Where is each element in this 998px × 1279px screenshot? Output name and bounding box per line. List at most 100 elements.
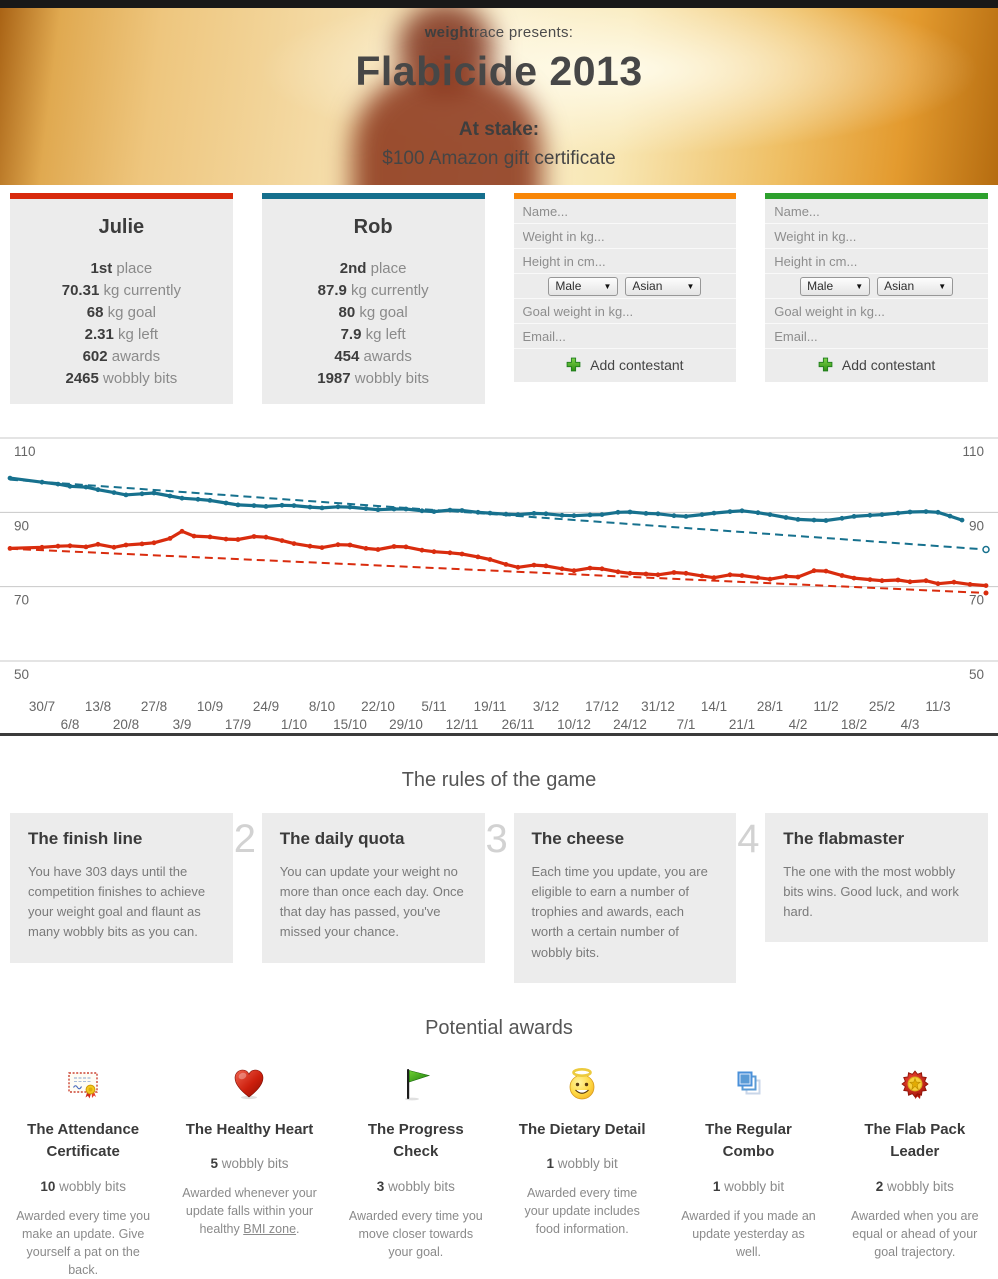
goal-weight-input[interactable] bbox=[765, 299, 988, 323]
accent-bar bbox=[513, 193, 737, 199]
award-regular-combo: The Regular Combo 1 wobbly bit Awarded i… bbox=[665, 1066, 831, 1279]
award-progress-check: The Progress Check 3 wobbly bits Awarded… bbox=[333, 1066, 499, 1279]
svg-text:11/3: 11/3 bbox=[925, 699, 950, 714]
goal-weight-input[interactable] bbox=[513, 299, 737, 323]
award-description: Awarded if you made an update yesterday … bbox=[681, 1208, 816, 1259]
svg-text:24/9: 24/9 bbox=[253, 699, 279, 714]
rule-finish-line: The finish line You have 303 days until … bbox=[10, 813, 233, 963]
add-contestant-button[interactable]: Add contestant bbox=[818, 357, 935, 373]
award-bits: 1 wobbly bit bbox=[712, 1178, 785, 1194]
svg-text:110: 110 bbox=[962, 444, 984, 459]
rule-text: You can update your weight no more than … bbox=[279, 864, 464, 940]
rule-text: Each time you update, you are eligible t… bbox=[531, 864, 708, 960]
award-bits: 1 wobbly bit bbox=[546, 1156, 618, 1172]
award-title: The Attendance Certificate bbox=[27, 1120, 140, 1161]
accent-bar bbox=[10, 193, 233, 199]
svg-text:70: 70 bbox=[969, 593, 984, 608]
email-input[interactable] bbox=[513, 324, 737, 348]
contestant-card-rob: Rob 2nd place 87.9 kg currently 80 kg go… bbox=[261, 193, 485, 404]
rules-section-title: The rules of the game bbox=[401, 769, 597, 791]
svg-text:26/11: 26/11 bbox=[502, 717, 535, 732]
gender-select[interactable]: Male ▼ bbox=[548, 276, 619, 296]
svg-text:19/11: 19/11 bbox=[474, 699, 507, 714]
svg-text:28/1: 28/1 bbox=[757, 699, 783, 714]
height-input[interactable] bbox=[765, 249, 988, 273]
rule-title: The finish line bbox=[28, 829, 143, 848]
svg-text:25/2: 25/2 bbox=[869, 699, 895, 714]
award-dietary-detail: The Dietary Detail 1 wobbly bit Awarded … bbox=[499, 1066, 665, 1279]
svg-text:10/9: 10/9 bbox=[197, 699, 223, 714]
award-flab-pack-leader: The Flab Pack Leader 2 wobbly bits Award… bbox=[832, 1066, 998, 1279]
award-description: Awarded when you are equal or ahead of y… bbox=[850, 1208, 979, 1259]
svg-text:13/8: 13/8 bbox=[85, 699, 111, 714]
accent-bar bbox=[261, 193, 485, 199]
weight-input[interactable] bbox=[765, 224, 988, 248]
svg-text:18/2: 18/2 bbox=[841, 717, 867, 732]
svg-text:50: 50 bbox=[14, 667, 29, 682]
hero-silhouette bbox=[352, 68, 542, 185]
name-input[interactable] bbox=[765, 199, 988, 223]
award-title: The Regular Combo bbox=[705, 1120, 792, 1161]
stat-wobbly-bits: 2465 wobbly bits bbox=[65, 370, 178, 387]
accent-bar bbox=[765, 193, 988, 199]
award-description: Awarded every time you move closer towar… bbox=[348, 1208, 483, 1259]
gender-select[interactable]: Male ▼ bbox=[800, 276, 871, 296]
contestant-card-julie: Julie 1st place 70.31 kg currently 68 kg… bbox=[10, 193, 233, 404]
rule-number: 3 bbox=[485, 817, 508, 861]
stat-current-weight: 87.9 kg currently bbox=[317, 282, 429, 299]
svg-text:3/9: 3/9 bbox=[173, 717, 192, 732]
rule-title: The daily quota bbox=[279, 829, 405, 848]
rule-flabmaster: 4 The flabmaster The one with the most w… bbox=[737, 813, 988, 943]
weight-chart: 110 110 90 90 70 70 50 50 30/7 6/8 13/8 20/8 27/8 3/9… bbox=[0, 428, 998, 743]
award-healthy-heart: The Healthy Heart 5 wobbly bits Awarded … bbox=[166, 1066, 332, 1279]
stat-kg-left: 2.31 kg left bbox=[84, 326, 159, 343]
award-title: The Flab Pack Leader bbox=[864, 1120, 966, 1161]
ethnicity-select[interactable]: Asian ▼ bbox=[625, 276, 702, 296]
award-description: Awarded every time your update includes … bbox=[524, 1186, 640, 1237]
rules-row: The finish line You have 303 days until … bbox=[0, 813, 998, 983]
prize-text: $100 Amazon gift certificate bbox=[382, 148, 616, 169]
stat-place: 1st place bbox=[90, 260, 153, 277]
bmi-zone-link[interactable]: BMI zone bbox=[243, 1222, 297, 1237]
svg-text:8/10: 8/10 bbox=[309, 699, 335, 714]
progress-check-icon bbox=[404, 1068, 430, 1101]
contestants-row: Julie 1st place 70.31 kg currently 68 kg… bbox=[0, 193, 998, 404]
svg-text:4/3: 4/3 bbox=[901, 717, 920, 732]
dietary-detail-icon bbox=[569, 1067, 595, 1100]
award-title: The Dietary Detail bbox=[518, 1120, 646, 1138]
name-input[interactable] bbox=[513, 199, 737, 223]
ethnicity-select[interactable]: Asian ▼ bbox=[877, 276, 954, 296]
svg-text:50: 50 bbox=[969, 667, 984, 682]
height-input[interactable] bbox=[513, 249, 737, 273]
svg-text:27/8: 27/8 bbox=[141, 699, 167, 714]
plus-icon bbox=[818, 357, 833, 372]
weight-input[interactable] bbox=[513, 224, 737, 248]
svg-text:3/12: 3/12 bbox=[533, 699, 559, 714]
rule-text: You have 303 days until the competition … bbox=[28, 864, 206, 940]
award-description: Awarded every time you make an update. G… bbox=[16, 1208, 151, 1278]
chevron-down-icon: ▼ bbox=[603, 281, 612, 291]
top-black-bar bbox=[0, 0, 998, 8]
contestant-name: Rob bbox=[353, 216, 393, 238]
svg-text:17/12: 17/12 bbox=[585, 699, 619, 714]
svg-text:7/1: 7/1 bbox=[677, 717, 696, 732]
svg-text:10/12: 10/12 bbox=[557, 717, 591, 732]
svg-text:70: 70 bbox=[14, 593, 29, 608]
page-title: Flabicide 2013 bbox=[355, 48, 643, 94]
chevron-down-icon: ▼ bbox=[938, 281, 947, 291]
add-contestant-button[interactable]: Add contestant bbox=[566, 357, 684, 373]
stat-place: 2nd place bbox=[339, 260, 407, 277]
award-bits: 2 wobbly bits bbox=[875, 1178, 954, 1194]
regular-combo-icon bbox=[737, 1071, 761, 1095]
award-title: The Progress Check bbox=[367, 1120, 464, 1161]
svg-text:30/7: 30/7 bbox=[29, 699, 55, 714]
email-input[interactable] bbox=[765, 324, 988, 348]
attendance-certificate-icon bbox=[68, 1072, 98, 1099]
rule-number: 4 bbox=[737, 817, 760, 861]
stat-wobbly-bits: 1987 wobbly bits bbox=[317, 370, 429, 387]
rule-number: 2 bbox=[233, 817, 256, 861]
svg-text:20/8: 20/8 bbox=[113, 717, 139, 732]
at-stake-label: At stake: bbox=[458, 119, 540, 140]
svg-text:5/11: 5/11 bbox=[421, 699, 446, 714]
svg-text:29/10: 29/10 bbox=[389, 717, 423, 732]
